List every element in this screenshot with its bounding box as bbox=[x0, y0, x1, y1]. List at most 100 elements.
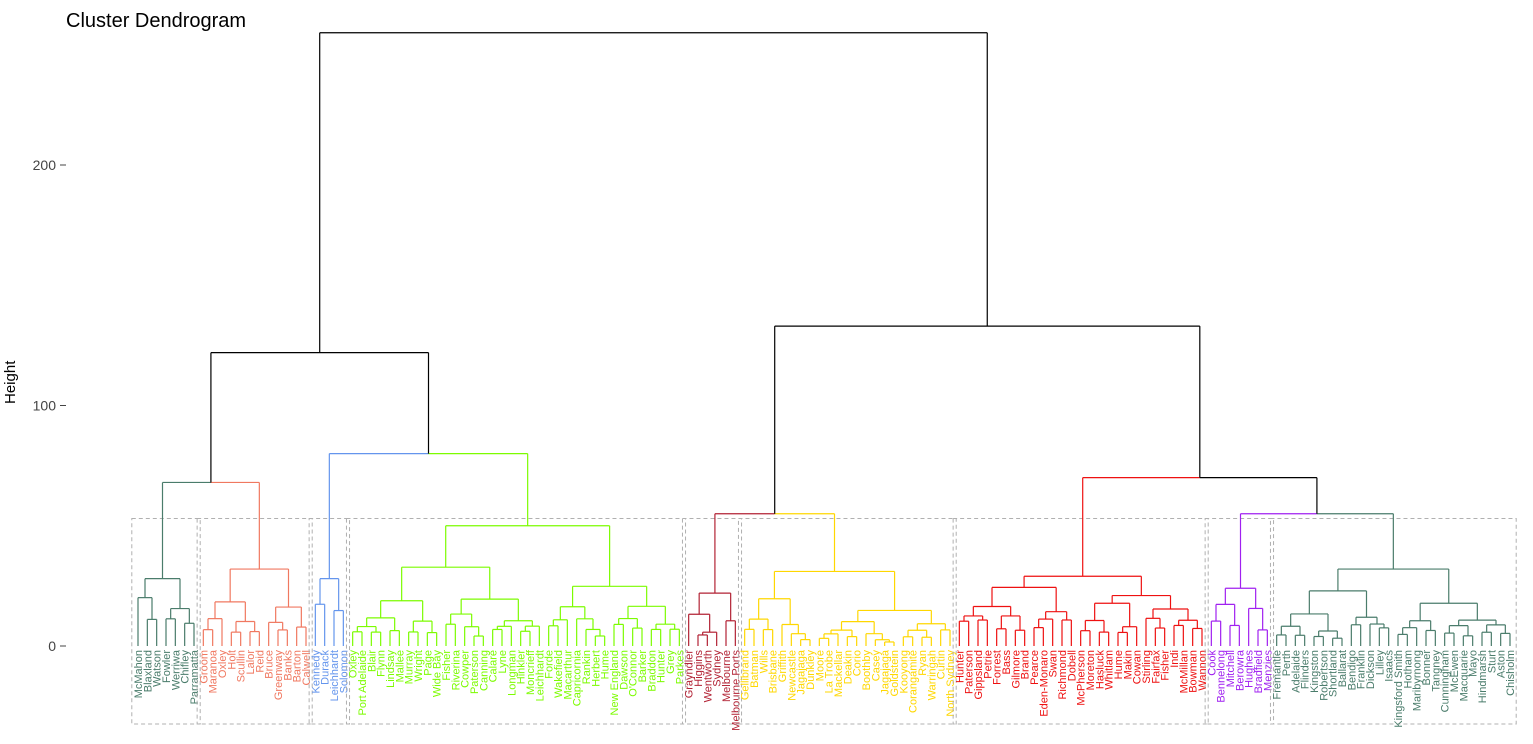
leaf-label: Berowra bbox=[1234, 649, 1246, 691]
leaf-label: Paterson bbox=[964, 650, 976, 694]
leaf-label: Flinders bbox=[1300, 650, 1312, 690]
leaf-label: Bowman bbox=[1188, 650, 1200, 693]
leaf-label: Warringah bbox=[926, 650, 938, 700]
leaf-label: Boothby bbox=[861, 650, 873, 691]
leaf-label: Makin bbox=[1122, 650, 1134, 679]
leaf-label: Fowler bbox=[161, 650, 173, 683]
leaf-label: Cunningham bbox=[1440, 650, 1452, 712]
leaf-label: Forrest bbox=[992, 650, 1004, 685]
leaf-label: Stirling bbox=[1141, 650, 1153, 684]
leaf-label: Cowan bbox=[1132, 650, 1144, 684]
leaf-label: Shortland bbox=[1328, 650, 1340, 697]
leaf-label: Mayo bbox=[1468, 650, 1480, 677]
leaf-label: Jagajaga bbox=[796, 649, 808, 695]
leaf-label: Hinkler bbox=[516, 650, 528, 685]
leaf-label: Pearce bbox=[1029, 650, 1041, 685]
leaf-label: Wentworth bbox=[702, 650, 714, 702]
leaf-label: Brand bbox=[1020, 650, 1032, 679]
leaf-label: Parkes bbox=[674, 650, 686, 685]
leaf-label: Casey bbox=[870, 650, 882, 682]
leaf-label: Lalor bbox=[245, 650, 257, 675]
leaf-label: Parramatta bbox=[189, 649, 201, 704]
leaf-label: Watson bbox=[152, 650, 164, 687]
leaf-label: Longman bbox=[506, 650, 518, 696]
leaf-label: Gippsland bbox=[973, 650, 985, 700]
leaf-label: Mackellar bbox=[833, 650, 845, 697]
cluster-box bbox=[952, 518, 1209, 725]
leaf-label: Cook bbox=[1206, 650, 1218, 676]
leaf-label: Petrie bbox=[982, 650, 994, 679]
leaf-label: Lyne bbox=[497, 650, 509, 673]
cluster-box bbox=[345, 518, 687, 725]
leaf-label: Canning bbox=[478, 650, 490, 691]
leaf-label: O'Connor bbox=[628, 650, 640, 697]
leaf-label: Greenway bbox=[273, 650, 285, 701]
leaf-label: Rankin bbox=[581, 650, 593, 684]
leaf-label: Dawson bbox=[618, 650, 630, 690]
leaf-label: Gellibrand bbox=[740, 650, 752, 700]
leaf-label: Dickson bbox=[1365, 650, 1377, 689]
leaf-label: Deakin bbox=[842, 650, 854, 684]
leaf-label: Bruce bbox=[264, 650, 276, 679]
leaf-label: Leichhardt bbox=[534, 650, 546, 701]
leaf-label: Tangney bbox=[1430, 650, 1442, 692]
leaf-label: Chisholm bbox=[1505, 650, 1517, 696]
leaf-label: Bennelong bbox=[1216, 650, 1228, 703]
leaf-label: McEwen bbox=[1449, 650, 1461, 692]
leaf-label: Kennedy bbox=[310, 650, 322, 694]
leaf-label: Page bbox=[422, 650, 434, 676]
leaf-label: Lilley bbox=[1374, 650, 1386, 676]
leaf-label: Solomon bbox=[338, 650, 350, 693]
leaf-label: Groom bbox=[198, 650, 210, 684]
leaf-label: Bass bbox=[1001, 650, 1013, 675]
leaf-label: Forde bbox=[544, 650, 556, 679]
leaf-label: Newcastle bbox=[786, 650, 798, 701]
leaf-label: Capricornia bbox=[572, 649, 584, 706]
leaf-label: Fisher bbox=[441, 650, 453, 681]
leaf-label: McMillan bbox=[1178, 650, 1190, 693]
leaf-label: Melbourne bbox=[721, 650, 733, 702]
leaf-label: Fisher bbox=[1160, 650, 1172, 681]
leaf-label: Bradfield bbox=[1253, 650, 1265, 693]
leaf-label: Sydney bbox=[712, 650, 724, 687]
leaf-label: New England bbox=[609, 650, 621, 715]
leaf-label: Higgins bbox=[693, 650, 705, 687]
leaf-label: Cowper bbox=[460, 650, 472, 688]
leaf-label: Murray bbox=[404, 650, 416, 685]
leaf-label: Braddon bbox=[646, 650, 658, 692]
leaf-label: Melbourne Ports bbox=[730, 650, 742, 731]
leaf-label: Hotham bbox=[1402, 650, 1414, 689]
leaf-label: Wills bbox=[758, 650, 770, 674]
leaf-label: Corio bbox=[852, 650, 864, 676]
leaf-label: Curtin bbox=[936, 650, 948, 679]
leaf-label: Hindmarsh bbox=[1477, 650, 1489, 703]
leaf-label: McMahon bbox=[133, 650, 145, 698]
y-tick-label: 100 bbox=[33, 398, 57, 414]
leaf-label: Hasluck bbox=[1094, 650, 1106, 690]
leaf-label: Bendigo bbox=[1346, 650, 1358, 690]
leaf-label: Hunter bbox=[656, 650, 668, 683]
leaf-label: Corangamite bbox=[908, 650, 920, 713]
leaf-label: Mallee bbox=[394, 650, 406, 682]
leaf-label: Dobell bbox=[1066, 650, 1078, 681]
leaf-label: Franklin bbox=[1356, 650, 1368, 689]
leaf-label: Paterson bbox=[469, 650, 481, 694]
leaf-label: Dunkley bbox=[805, 650, 817, 690]
leaf-label: Hughes bbox=[1244, 650, 1256, 688]
leaf-label: Werriwa bbox=[170, 649, 182, 690]
leaf-label: Maribyrnong bbox=[1412, 650, 1424, 711]
leaf-label: Jagajaga bbox=[880, 649, 892, 695]
cluster-box bbox=[131, 518, 201, 725]
leaf-label: Adelaide bbox=[1290, 650, 1302, 693]
leaf-label: Indi bbox=[1169, 650, 1181, 668]
leaf-label: Sturt bbox=[1486, 650, 1498, 673]
leaf-label: Wannon bbox=[1197, 650, 1209, 691]
leaf-label: Durack bbox=[320, 650, 332, 685]
leaf-label: Gilmore bbox=[1010, 650, 1022, 689]
leaf-label: Herbert bbox=[590, 650, 602, 687]
leaf-label: Aston bbox=[1496, 650, 1508, 678]
leaf-label: Moncrieff bbox=[525, 649, 537, 695]
leaf-label: Calwell bbox=[301, 650, 313, 685]
leaf-label: Goldstein bbox=[889, 650, 901, 696]
